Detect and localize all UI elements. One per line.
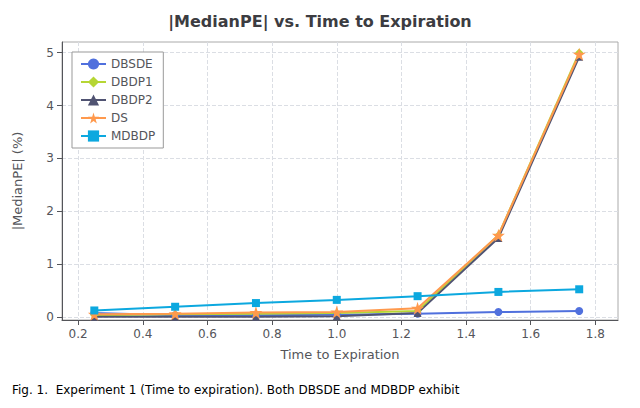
svg-text:1.6: 1.6 xyxy=(521,327,540,341)
svg-text:0.6: 0.6 xyxy=(198,327,217,341)
svg-text:0.4: 0.4 xyxy=(133,327,152,341)
svg-text:5: 5 xyxy=(46,46,54,60)
svg-text:DBDP2: DBDP2 xyxy=(111,93,153,107)
svg-text:1.4: 1.4 xyxy=(457,327,476,341)
svg-text:1.2: 1.2 xyxy=(392,327,411,341)
svg-text:|MedianPE| (%): |MedianPE| (%) xyxy=(10,132,25,231)
svg-text:DS: DS xyxy=(111,111,128,125)
svg-text:2: 2 xyxy=(46,204,54,218)
svg-text:0.2: 0.2 xyxy=(69,327,88,341)
svg-text:DBDP1: DBDP1 xyxy=(111,75,153,89)
svg-text:0: 0 xyxy=(46,310,54,324)
svg-text:1: 1 xyxy=(46,257,54,271)
svg-text:MDBDP: MDBDP xyxy=(111,129,155,143)
svg-text:|MedianPE| vs. Time to Expirat: |MedianPE| vs. Time to Expiration xyxy=(168,12,472,32)
svg-text:Time to Expiration: Time to Expiration xyxy=(279,347,399,362)
svg-text:1.0: 1.0 xyxy=(327,327,346,341)
svg-text:3: 3 xyxy=(46,151,54,165)
svg-text:Fig. 1. Experiment 1 (Time to: Fig. 1. Experiment 1 (Time to expiration… xyxy=(12,383,460,397)
svg-text:4: 4 xyxy=(46,99,54,113)
svg-text:DBSDE: DBSDE xyxy=(111,57,153,71)
svg-text:0.8: 0.8 xyxy=(263,327,282,341)
svg-text:1.8: 1.8 xyxy=(586,327,605,341)
